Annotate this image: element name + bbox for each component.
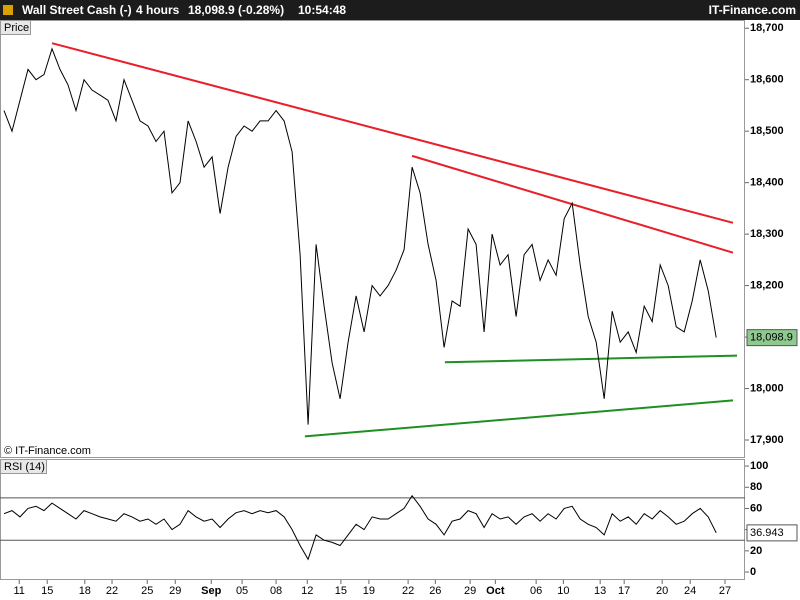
y-tick-label: 17,900 (750, 434, 784, 446)
instrument: Wall Street Cash (-) (22, 3, 132, 17)
x-tick-label: 12 (301, 585, 313, 597)
y-tick-label: 18,000 (750, 382, 784, 394)
y-tick-label: 0 (750, 566, 756, 578)
y-tick-label: 18,600 (750, 74, 784, 86)
y-tick-label: 18,400 (750, 177, 784, 189)
y-tick-label: 18,700 (750, 22, 784, 34)
x-tick-label: 10 (557, 585, 569, 597)
price-panel (0, 20, 745, 458)
x-tick-label: 20 (656, 585, 668, 597)
quote: 18,098.9 (-0.28%) (188, 3, 284, 17)
series-line (3, 494, 717, 561)
last-value-box (746, 524, 798, 542)
panel-label: RSI (14) (4, 461, 45, 473)
x-tick-label: 18 (79, 585, 91, 597)
x-tick-label: 26 (429, 585, 441, 597)
x-tick-label: 27 (719, 585, 731, 597)
x-tick-label: 06 (530, 585, 542, 597)
x-tick-label: 13 (594, 585, 606, 597)
logo (3, 5, 13, 15)
x-tick-label: 08 (270, 585, 282, 597)
x-tick-label: 25 (141, 585, 153, 597)
y-tick-label: 18,200 (750, 280, 784, 292)
y-tick-label: 100 (750, 460, 768, 472)
trend-line (304, 399, 734, 438)
interval: 4 hours (136, 3, 180, 17)
x-tick-label: 11 (13, 585, 24, 597)
panel-tag (0, 459, 47, 474)
series-line (3, 47, 717, 425)
x-tick-label: 29 (464, 585, 476, 597)
last-price-label: 18,098.9 (750, 332, 793, 344)
x-tick-label: 29 (169, 585, 181, 597)
x-tick-label: 19 (363, 585, 375, 597)
x-tick-label: 15 (41, 585, 53, 597)
x-tick-label: 22 (402, 585, 414, 597)
x-tick-label: 22 (106, 585, 118, 597)
x-tick-label: 17 (618, 585, 630, 597)
last-price-box (746, 329, 798, 347)
time: 10:54:48 (298, 3, 346, 17)
brand: IT-Finance.com (709, 3, 796, 17)
x-tick-label: 05 (236, 585, 248, 597)
x-tick-label: Sep (201, 585, 221, 597)
x-tick-label: 15 (335, 585, 347, 597)
last-value-label: 36.943 (750, 527, 784, 539)
header-bar (0, 0, 800, 20)
trend-line (444, 354, 738, 364)
y-tick-label: 20 (750, 545, 762, 557)
panel-tag (0, 20, 31, 35)
y-tick-label: 18,300 (750, 228, 784, 240)
x-tick-label: Oct (486, 585, 505, 597)
y-tick-label: 18,500 (750, 125, 784, 137)
x-tick-label: 24 (684, 585, 696, 597)
y-tick-label: 60 (750, 502, 762, 514)
rsi-panel (0, 459, 745, 580)
y-tick-label: 80 (750, 481, 762, 493)
credit: © IT-Finance.com (4, 445, 91, 457)
trend-line (51, 42, 734, 224)
panel-label: Price (4, 22, 29, 34)
